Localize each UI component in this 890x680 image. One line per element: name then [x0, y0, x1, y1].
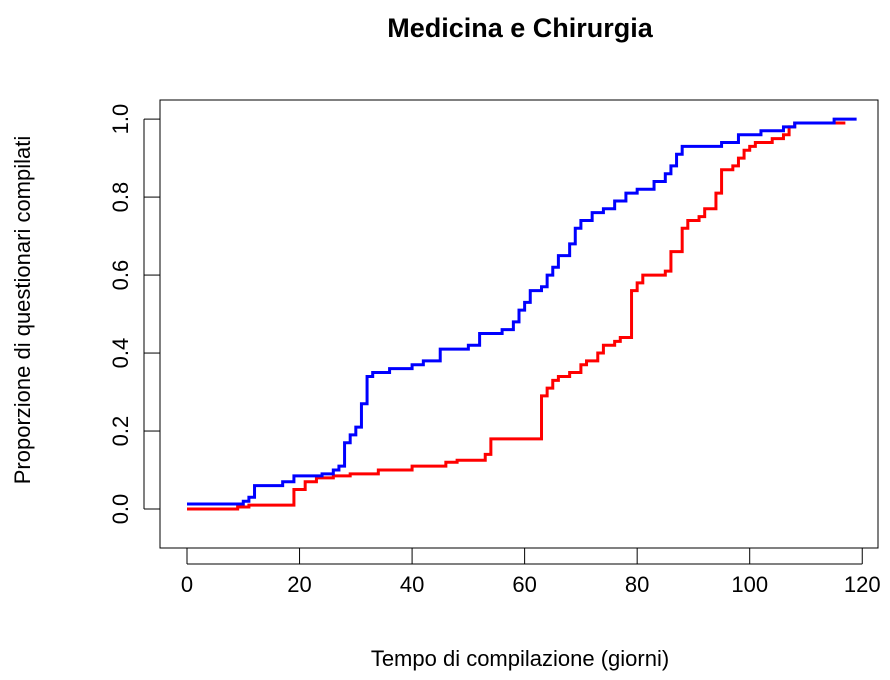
- y-tick-label: 0.0: [108, 494, 133, 525]
- y-axis-label: Proporzione di questionari compilati: [10, 136, 35, 485]
- y-tick-label: 0.8: [108, 182, 133, 213]
- x-tick-label: 120: [844, 572, 881, 597]
- plot-frame: [159, 99, 879, 549]
- x-tick-label: 40: [400, 572, 424, 597]
- y-tick-label: 0.2: [108, 416, 133, 447]
- y-tick-label: 0.6: [108, 260, 133, 291]
- step-line: [187, 121, 846, 511]
- x-tick-label: 0: [181, 572, 193, 597]
- chart-title: Medicina e Chirurgia: [387, 13, 654, 43]
- y-tick-label: 0.4: [108, 338, 133, 369]
- x-axis-label: Tempo di compilazione (giorni): [371, 646, 669, 671]
- step-line: [187, 117, 857, 506]
- x-tick-label: 20: [287, 572, 311, 597]
- y-tick-label: 1.0: [108, 104, 133, 135]
- x-tick-label: 80: [625, 572, 649, 597]
- x-tick-label: 60: [512, 572, 536, 597]
- x-tick-label: 100: [731, 572, 768, 597]
